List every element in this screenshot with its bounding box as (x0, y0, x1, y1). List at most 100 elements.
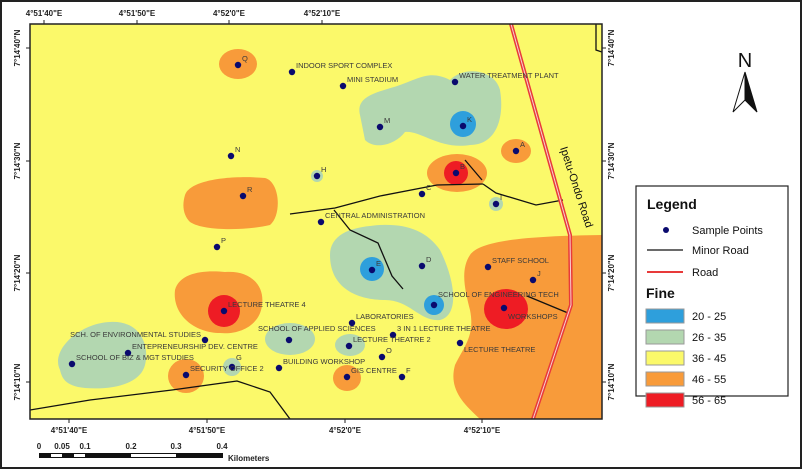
lon-label: 4°51'40"E (26, 9, 63, 18)
lat-label: 7°14'30"N (13, 142, 22, 179)
legend-swatch (645, 329, 685, 345)
scale-tick: 0 (37, 442, 42, 451)
sample-point-label: N (235, 145, 240, 154)
lat-label: 7°14'10"N (607, 363, 616, 400)
scale-tick: 0.05 (54, 442, 70, 451)
main-road (509, 24, 574, 419)
sample-point-label: D (426, 255, 432, 264)
sample-point[interactable] (220, 307, 228, 315)
legend-class-label: 56 - 65 (692, 395, 726, 407)
legend-title: Legend (647, 196, 697, 212)
sample-point-label: WATER TREATMENT PLANT (459, 71, 559, 80)
sample-point[interactable] (234, 61, 242, 69)
sample-point-label: SECURITY OFFICE 2 (190, 364, 264, 373)
scale-tick: 0.4 (216, 442, 228, 451)
sample-point-label: WORKSHOPS (508, 312, 558, 321)
sample-point[interactable] (239, 192, 247, 200)
lon-label: 4°51'50"E (189, 426, 226, 435)
sample-point[interactable] (452, 169, 460, 177)
sample-point-label: R (247, 185, 253, 194)
sample-point[interactable] (313, 172, 321, 180)
north-label: N (738, 50, 752, 72)
sample-point-label: Q (242, 54, 248, 63)
sample-point-label: M (384, 116, 390, 125)
sample-point-label: CENTRAL ADMINISTRATION (325, 211, 425, 220)
lat-label: 7°14'20"N (13, 254, 22, 291)
sample-point-label: MINI STADIUM (347, 75, 398, 84)
sample-point[interactable] (451, 78, 459, 86)
sample-point[interactable] (378, 353, 386, 361)
sample-point-label: SCH. OF ENVIRONMENTAL STUDIES (70, 330, 201, 339)
sample-point[interactable] (201, 336, 209, 344)
lon-label: 4°52'0"E (213, 9, 246, 18)
sample-point[interactable] (389, 331, 397, 339)
sample-point[interactable] (317, 218, 325, 226)
sample-point-label: INDOOR SPORT COMPLEX (296, 61, 392, 70)
sample-point[interactable] (418, 190, 426, 198)
sample-point[interactable] (345, 342, 353, 350)
sample-point[interactable] (459, 122, 467, 130)
map-frame (29, 23, 603, 420)
scale-bar: 0 0.05 0.1 0.2 0.3 0.4 Kilometers (37, 442, 270, 463)
sample-point[interactable] (228, 363, 236, 371)
sample-point-label: P (221, 236, 226, 245)
sample-point[interactable] (492, 200, 500, 208)
sample-point[interactable] (339, 82, 347, 90)
sample-point-label: SCHOOL OF BIZ & MGT STUDIES (76, 353, 194, 362)
sample-point[interactable] (124, 349, 132, 357)
scale-tick: 0.3 (170, 442, 182, 451)
sample-point[interactable] (348, 319, 356, 327)
sample-point-label: G (236, 353, 242, 362)
sample-point[interactable] (529, 276, 537, 284)
sample-point[interactable] (500, 304, 508, 312)
sample-point[interactable] (398, 373, 406, 381)
sample-point[interactable] (275, 364, 283, 372)
sample-point-label: LECTURE THEATRE 4 (228, 300, 306, 309)
sample-point[interactable] (456, 339, 464, 347)
lat-label: 7°14'30"N (607, 142, 616, 179)
sample-point-label: LECTURE THEATRE 2 (353, 335, 431, 344)
sample-point-label: O (386, 346, 392, 355)
sample-point[interactable] (376, 123, 384, 131)
longitude-labels-bottom: 4°51'40"E 4°51'50"E 4°52'0"E 4°52'10"E (51, 426, 501, 435)
sample-point-label: H (321, 165, 326, 174)
sample-point[interactable] (68, 360, 76, 368)
north-arrow-icon: N (732, 50, 758, 113)
legend-fine-title: Fine (646, 285, 675, 301)
lat-label: 7°14'20"N (607, 254, 616, 291)
sample-point[interactable] (368, 266, 376, 274)
legend-minor-road: Minor Road (692, 245, 749, 257)
sample-point[interactable] (288, 68, 296, 76)
sample-point[interactable] (227, 152, 235, 160)
sample-point[interactable] (213, 243, 221, 251)
sample-point-label: BUILDING WORKSHOP (283, 357, 365, 366)
sample-point-label: I (500, 193, 502, 202)
lon-label: 4°51'50"E (119, 9, 156, 18)
sample-point[interactable] (484, 263, 492, 271)
sample-point[interactable] (430, 301, 438, 309)
sample-point-label: SCHOOL OF ENGINEERING TECH (438, 290, 559, 299)
lon-label: 4°52'10"E (464, 426, 501, 435)
sample-point-label: K (467, 115, 472, 124)
lon-label: 4°52'0"E (329, 426, 362, 435)
sample-point[interactable] (418, 262, 426, 270)
sample-point[interactable] (343, 373, 351, 381)
sample-point-label: ENTEPRENEURSHIP DEV. CENTRE (132, 342, 258, 351)
sample-point-label: STAFF SCHOOL (492, 256, 549, 265)
scale-unit: Kilometers (228, 454, 270, 463)
sample-point-label: C (426, 183, 432, 192)
sample-point-icon (663, 227, 669, 233)
legend-class-label: 26 - 35 (692, 332, 726, 344)
sample-point[interactable] (285, 336, 293, 344)
legend-class-label: 36 - 45 (692, 353, 726, 365)
sample-point-label: 3 IN 1 LECTURE THEATRE (397, 324, 491, 333)
sample-point[interactable] (512, 147, 520, 155)
legend-swatch (645, 371, 685, 387)
sample-points: Q INDOOR SPORT COMPLEX MINI STADIUM WATER T… (68, 54, 559, 381)
sample-point-label: F (406, 366, 411, 375)
sample-point[interactable] (182, 371, 190, 379)
lon-label: 4°52'10"E (304, 9, 341, 18)
legend: Legend Sample Points Minor Road Road Fin… (635, 185, 789, 408)
